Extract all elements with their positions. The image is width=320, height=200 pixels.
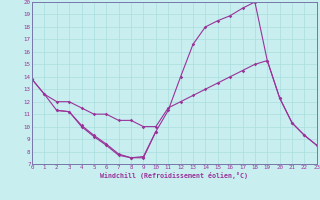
- X-axis label: Windchill (Refroidissement éolien,°C): Windchill (Refroidissement éolien,°C): [100, 172, 248, 179]
